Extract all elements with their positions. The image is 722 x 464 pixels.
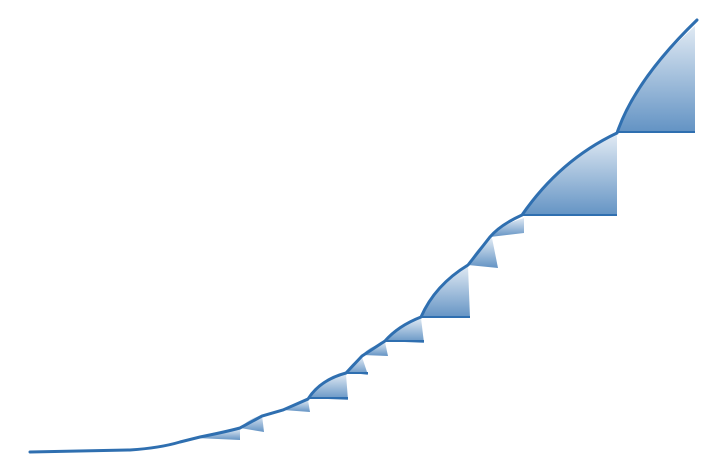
main-curve [28,18,699,454]
fan [421,266,470,318]
fans [196,26,695,440]
fan [308,374,348,400]
fan [522,135,617,216]
fan [346,357,368,375]
fan [617,26,695,132]
fan [490,218,524,237]
fan [283,400,310,412]
fan [468,238,498,268]
floor-lines [308,131,695,399]
fan [385,318,424,343]
